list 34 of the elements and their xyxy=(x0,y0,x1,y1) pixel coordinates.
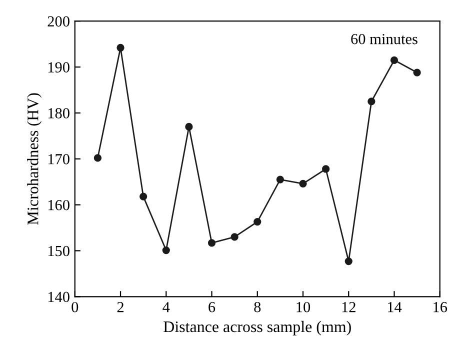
point xyxy=(230,233,238,241)
y-tick-label: 190 xyxy=(48,62,70,72)
point xyxy=(299,180,307,188)
x-tick-label: 16 xyxy=(434,302,448,312)
x-tick-label: 6 xyxy=(208,302,216,312)
x-tick-label: 14 xyxy=(388,302,402,312)
point xyxy=(368,98,376,106)
y-tick-label: 150 xyxy=(48,246,70,256)
point xyxy=(344,257,352,266)
y-axis-title: Microhardness (HV) xyxy=(27,93,42,225)
point xyxy=(208,239,216,247)
y-tick-label: 170 xyxy=(48,154,70,164)
y-tick-label: 200 xyxy=(48,16,70,27)
x-tick-label: 10 xyxy=(296,302,310,312)
x-tick-label: 8 xyxy=(254,302,261,312)
annotation: 60 minutes xyxy=(351,34,418,44)
point xyxy=(254,218,262,226)
point xyxy=(276,176,284,184)
y-tick-label: 140 xyxy=(48,292,70,302)
x-tick-label: 4 xyxy=(162,302,170,312)
point xyxy=(322,165,330,173)
y-tick-label: 180 xyxy=(48,108,70,118)
point xyxy=(390,56,398,64)
point xyxy=(185,122,193,131)
x-axis-title: Distance across sample (mm) xyxy=(164,320,351,336)
x-tick-label: 2 xyxy=(117,302,124,312)
point xyxy=(116,44,124,52)
point xyxy=(94,154,102,162)
x-tick-label: 0 xyxy=(72,302,78,312)
point xyxy=(413,68,421,76)
point xyxy=(140,192,148,200)
point xyxy=(162,246,170,254)
x-tick-label: 12 xyxy=(342,302,356,312)
y-tick-label: 160 xyxy=(48,200,70,210)
